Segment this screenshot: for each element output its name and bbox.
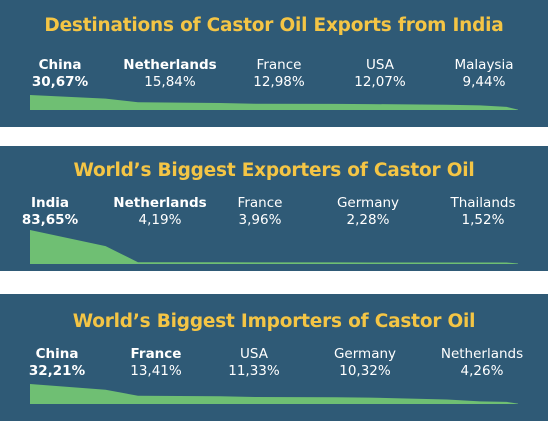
category-name: Netherlands <box>123 57 217 73</box>
category-name: Malaysia <box>454 57 514 73</box>
data-label: 1,52% <box>461 212 505 228</box>
data-label: 10,32% <box>339 363 391 379</box>
chart-title: World’s Biggest Exporters of Castor Oil <box>73 160 475 181</box>
data-label: 30,67% <box>31 74 89 90</box>
category-name: China <box>38 57 82 73</box>
category-name: France <box>237 195 283 211</box>
category-label: Germany 10,32% <box>305 346 425 380</box>
data-label: 15,84% <box>144 74 196 90</box>
data-label: 12,98% <box>253 74 305 90</box>
category-label: Thailands 1,52% <box>423 195 543 229</box>
chart-title: World’s Biggest Importers of Castor Oil <box>72 311 476 332</box>
chart-title: Destinations of Castor Oil Exports from … <box>44 15 504 36</box>
data-label: 32,21% <box>28 363 86 379</box>
category-label: France 12,98% <box>219 57 339 91</box>
panel-india-export-destinations: Destinations of Castor Oil Exports from … <box>0 0 548 127</box>
area-series <box>30 95 518 110</box>
category-label: Netherlands 4,26% <box>422 346 542 380</box>
category-name: India <box>30 195 70 211</box>
area-chart <box>30 95 518 110</box>
category-label: China 32,21% <box>0 346 117 380</box>
category-label: France 3,96% <box>200 195 320 229</box>
area-series <box>30 384 518 404</box>
category-label: France 13,41% <box>96 346 216 380</box>
category-label: Malaysia 9,44% <box>424 57 544 91</box>
data-label: 9,44% <box>462 74 506 90</box>
panel-biggest-importers: World’s Biggest Importers of Castor Oil … <box>0 294 548 421</box>
category-name: USA <box>240 346 268 362</box>
category-name: Netherlands <box>113 195 207 211</box>
category-name: Thailands <box>450 195 516 211</box>
category-name: France <box>256 57 302 73</box>
category-label: Netherlands 4,19% <box>100 195 220 229</box>
data-label: 4,19% <box>138 212 182 228</box>
area-chart <box>30 230 518 264</box>
category-label: Germany 2,28% <box>308 195 428 229</box>
data-label: 12,07% <box>354 74 406 90</box>
data-label: 13,41% <box>130 363 182 379</box>
category-name: USA <box>366 57 394 73</box>
category-name: France <box>130 346 182 362</box>
category-label: Netherlands 15,84% <box>110 57 230 91</box>
category-name: Netherlands <box>440 346 524 362</box>
data-label: 11,33% <box>228 363 280 379</box>
panel-biggest-exporters: World’s Biggest Exporters of Castor Oil … <box>0 146 548 271</box>
data-label: 4,26% <box>460 363 504 379</box>
data-label: 2,28% <box>346 212 390 228</box>
category-name: Germany <box>336 195 400 211</box>
category-name: China <box>35 346 79 362</box>
data-label: 83,65% <box>21 212 79 228</box>
data-label: 3,96% <box>238 212 282 228</box>
area-series <box>30 230 518 264</box>
area-chart <box>30 384 518 404</box>
category-label: China 30,67% <box>0 57 120 91</box>
category-label: USA 11,33% <box>194 346 314 380</box>
category-name: Germany <box>333 346 397 362</box>
category-label: USA 12,07% <box>320 57 440 91</box>
category-label: India 83,65% <box>0 195 110 229</box>
